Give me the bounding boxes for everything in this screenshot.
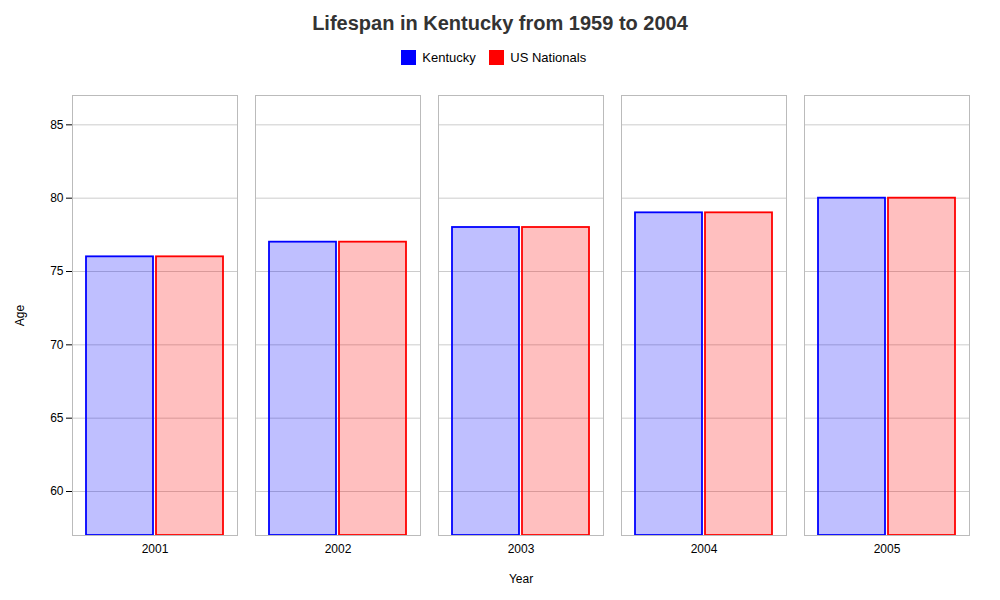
svg-text:80: 80 bbox=[50, 191, 64, 205]
svg-text:60: 60 bbox=[50, 484, 64, 498]
svg-text:70: 70 bbox=[50, 337, 64, 351]
svg-text:85: 85 bbox=[50, 117, 64, 131]
svg-text:75: 75 bbox=[50, 264, 64, 278]
svg-text:2002: 2002 bbox=[325, 542, 352, 556]
svg-text:2001: 2001 bbox=[142, 542, 169, 556]
svg-text:2004: 2004 bbox=[691, 542, 718, 556]
svg-text:2005: 2005 bbox=[874, 542, 901, 556]
svg-text:2003: 2003 bbox=[508, 542, 535, 556]
svg-text:Year: Year bbox=[509, 571, 533, 585]
html-text:US Nationals: US Nationals bbox=[510, 50, 587, 65]
svg-text:65: 65 bbox=[50, 411, 64, 425]
html-text:Lifespan in Kentucky from 1959: Lifespan in Kentucky from 1959 to 2004 bbox=[312, 12, 688, 34]
html-text:Kentucky: Kentucky bbox=[422, 50, 476, 65]
svg-text:Age: Age bbox=[13, 304, 27, 326]
